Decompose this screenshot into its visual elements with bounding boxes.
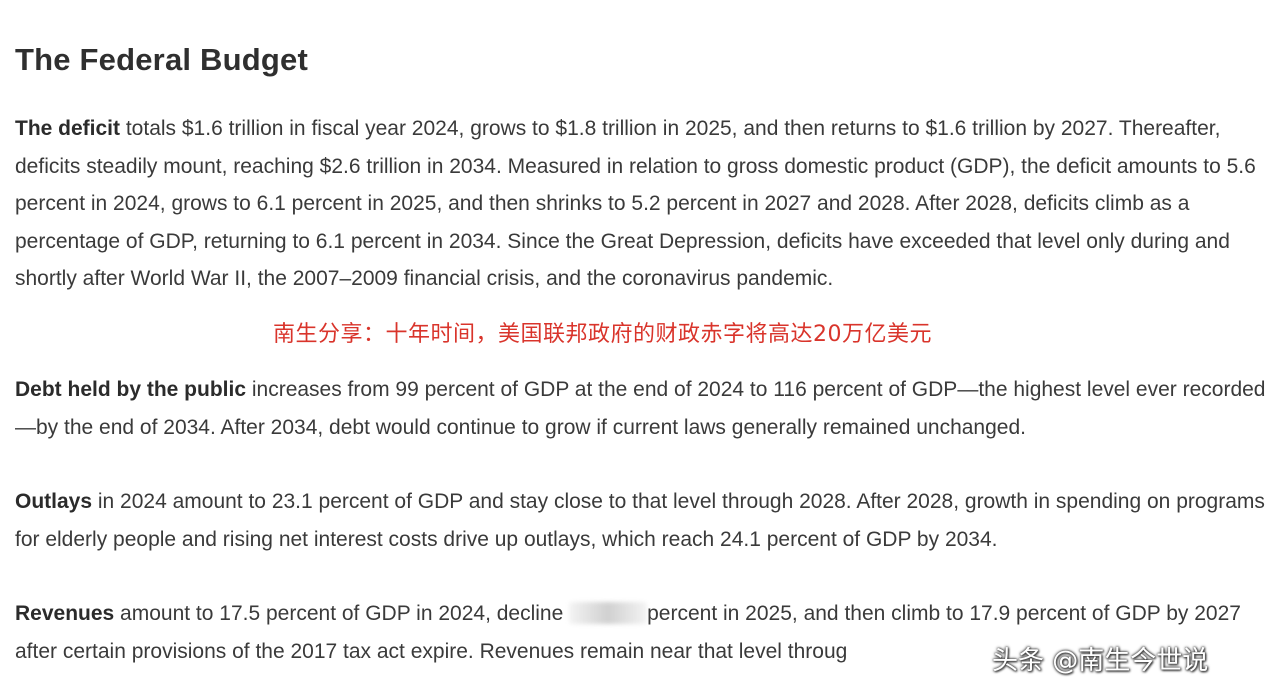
blurred-redaction: [569, 602, 648, 624]
outlays-text: in 2024 amount to 23.1 percent of GDP an…: [15, 490, 1265, 551]
revenues-paragraph: Revenues amount to 17.5 percent of GDP i…: [15, 595, 1278, 670]
overlay-caption: 南生分享：十年时间，美国联邦政府的财政赤字将高达20万亿美元: [273, 322, 932, 347]
revenues-text-before: amount to 17.5 percent of GDP in 2024, d…: [114, 602, 570, 625]
revenues-text-after: percent in 2025, and then climb to 17.9 …: [15, 602, 1241, 663]
debt-lead: Debt held by the public: [15, 378, 247, 401]
outlays-lead: Outlays: [15, 490, 93, 513]
deficit-lead: The deficit: [15, 117, 121, 140]
page-title: The Federal Budget: [15, 42, 308, 77]
deficit-text: totals $1.6 trillion in fiscal year 2024…: [15, 117, 1256, 290]
debt-paragraph: Debt held by the public increases from 9…: [15, 371, 1278, 446]
debt-text: increases from 99 percent of GDP at the …: [15, 378, 1266, 439]
revenues-lead: Revenues: [15, 602, 115, 625]
outlays-paragraph: Outlays in 2024 amount to 23.1 percent o…: [15, 483, 1278, 558]
watermark: 头条 @南生今世说: [992, 646, 1209, 676]
deficit-paragraph: The deficit totals $1.6 trillion in fisc…: [15, 110, 1278, 298]
